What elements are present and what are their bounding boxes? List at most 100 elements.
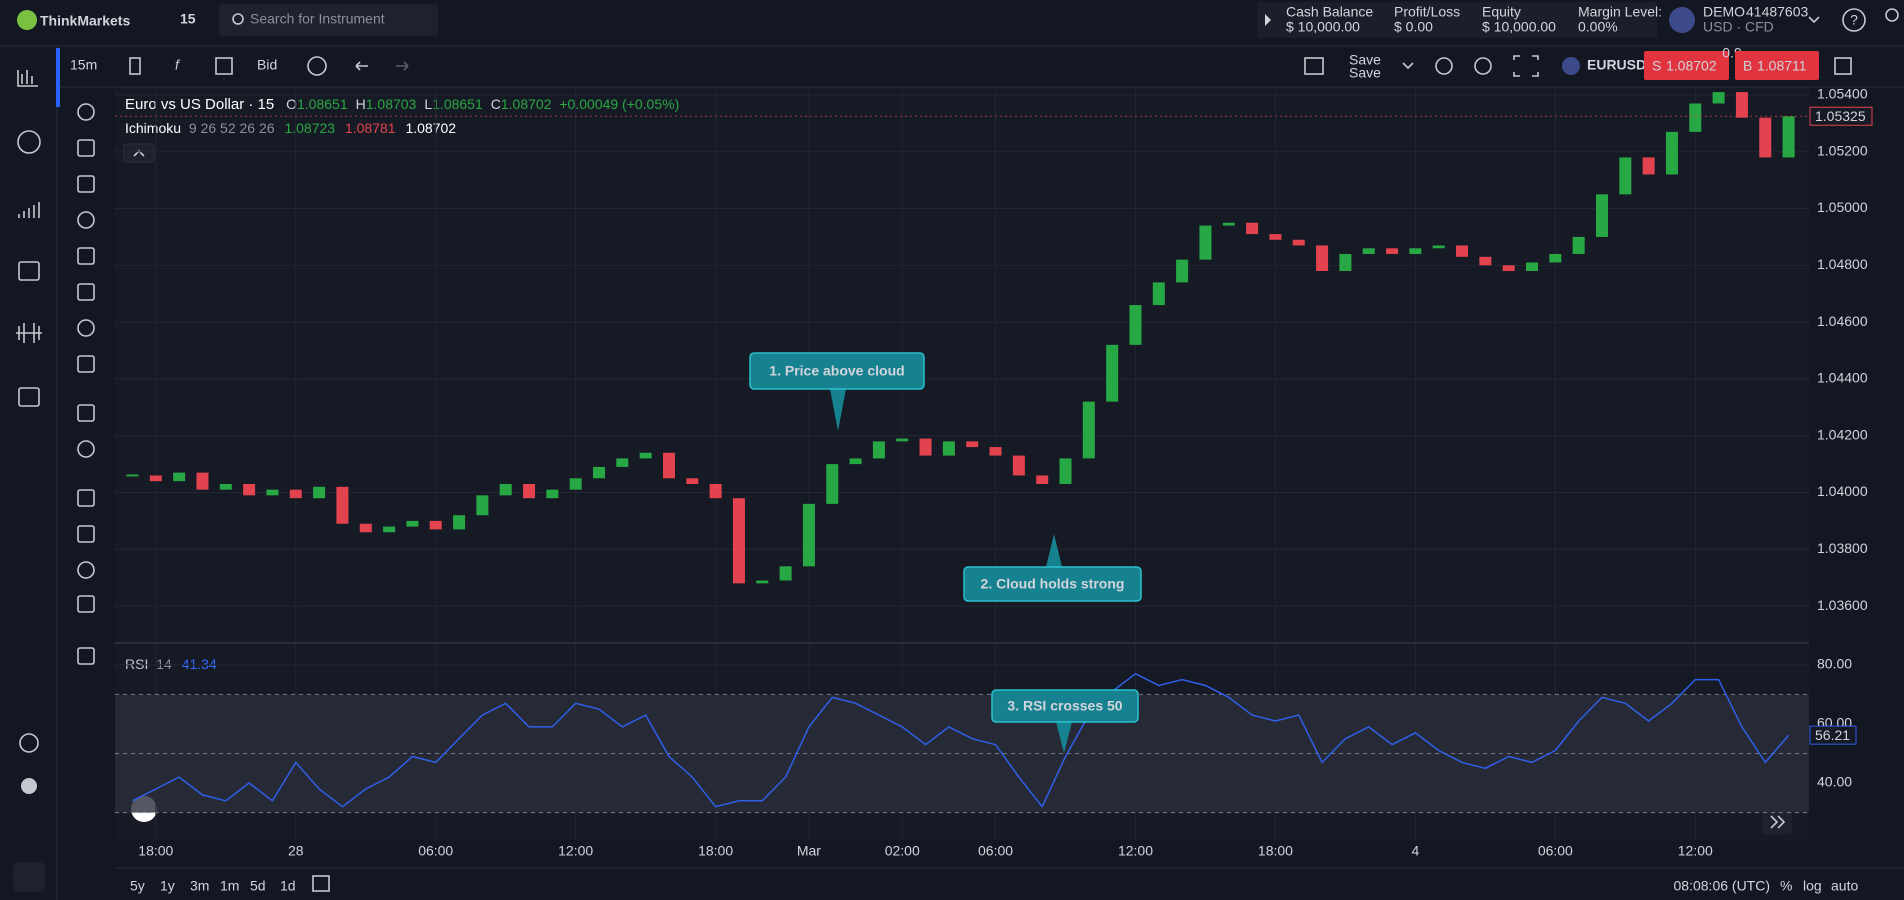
- ohlc-key: H: [356, 96, 366, 112]
- price-type[interactable]: Bid: [257, 57, 277, 73]
- layouts-icon[interactable]: [215, 57, 233, 75]
- tool-icon[interactable]: [77, 647, 95, 665]
- candle: [639, 452, 652, 459]
- range-button[interactable]: 5d: [250, 878, 266, 894]
- interval[interactable]: 15m: [70, 57, 97, 73]
- search-placeholder[interactable]: Search for Instrument: [250, 11, 385, 27]
- add-icon[interactable]: [307, 56, 327, 76]
- candle: [406, 520, 419, 527]
- hide-nav[interactable]: [19, 733, 39, 753]
- tool-icon[interactable]: [77, 211, 95, 229]
- save[interactable]: Save: [1349, 52, 1381, 68]
- change: +0.00049 (+0.05%): [559, 96, 679, 112]
- expand-icon[interactable]: [1513, 55, 1539, 77]
- range-button[interactable]: 1m: [220, 878, 239, 894]
- tool-icon[interactable]: [77, 247, 95, 265]
- settings-icon[interactable]: [1474, 57, 1492, 75]
- chart-type-icon[interactable]: [129, 57, 141, 75]
- expand-icon[interactable]: [1265, 14, 1271, 26]
- tool-icon[interactable]: [77, 139, 95, 157]
- buy-price[interactable]: 1.08711: [1757, 58, 1807, 74]
- candle: [453, 515, 466, 530]
- chevron[interactable]: [1808, 16, 1820, 24]
- chat-button[interactable]: [13, 862, 45, 892]
- tool-icon[interactable]: [77, 561, 95, 579]
- candle: [336, 486, 349, 524]
- rsi-band: [115, 694, 1809, 813]
- undo-icon[interactable]: [355, 61, 368, 71]
- markets-nav[interactable]: [17, 130, 41, 154]
- callout-pointer: [1056, 722, 1072, 753]
- tool-icon[interactable]: [77, 404, 95, 422]
- account-label: Equity: [1482, 4, 1521, 20]
- y-tick-label: 1.03600: [1817, 597, 1868, 613]
- tool-icon[interactable]: [77, 283, 95, 301]
- tool-icon[interactable]: [77, 595, 95, 613]
- candle: [942, 441, 955, 456]
- range-button[interactable]: 1d: [280, 878, 296, 894]
- sell-button[interactable]: [1644, 51, 1729, 80]
- redo-icon[interactable]: [396, 61, 409, 71]
- candle: [383, 526, 396, 533]
- buy-label[interactable]: B: [1743, 58, 1752, 74]
- user-icon[interactable]: [1885, 8, 1899, 22]
- media-nav[interactable]: [18, 387, 40, 407]
- search-box[interactable]: [219, 4, 438, 36]
- tool-icon[interactable]: [77, 525, 95, 543]
- candle: [919, 438, 932, 456]
- candle: [1362, 248, 1375, 254]
- tools-nav[interactable]: [16, 323, 42, 343]
- help-mark: ?: [1850, 12, 1858, 28]
- fullscreen-box[interactable]: [1304, 57, 1324, 75]
- x-tick-label: 06:00: [418, 843, 453, 859]
- sell-label[interactable]: S: [1652, 58, 1661, 74]
- date-range-icon[interactable]: [312, 875, 330, 892]
- collapse-button[interactable]: [123, 143, 155, 163]
- symbol-title: Euro vs US Dollar · 15: [125, 96, 274, 113]
- tool-icon[interactable]: [77, 355, 95, 373]
- ohlc-value: 1.08651: [297, 96, 348, 112]
- help-icon[interactable]: [1842, 8, 1866, 32]
- y-tick-label: 1.04400: [1817, 370, 1868, 386]
- y-tick-label: 1.05400: [1817, 86, 1868, 102]
- account-type: USD · CFD: [1703, 19, 1774, 35]
- candle: [219, 483, 232, 490]
- account-mode[interactable]: DEMO: [1703, 4, 1745, 20]
- range-button[interactable]: 3m: [190, 878, 209, 894]
- chevron[interactable]: [1402, 62, 1414, 70]
- tool-icon[interactable]: [77, 489, 95, 507]
- brand[interactable]: ThinkMarkets: [40, 13, 130, 29]
- account-number[interactable]: 41487603: [1746, 4, 1809, 20]
- symbol[interactable]: EURUSD: [1587, 57, 1646, 73]
- rsi-param: 14: [156, 656, 172, 672]
- candle: [1759, 117, 1772, 158]
- theme-toggle[interactable]: [21, 778, 37, 794]
- sell-price[interactable]: 1.08702: [1666, 58, 1717, 74]
- scale-option[interactable]: auto: [1831, 878, 1858, 894]
- buy-button[interactable]: [1735, 51, 1819, 80]
- calendar-nav[interactable]: [18, 261, 40, 281]
- ohlc-value: 1.08703: [366, 96, 417, 112]
- x-tick-label: Mar: [797, 843, 821, 859]
- tool-icon[interactable]: [77, 319, 95, 337]
- indicators-icon[interactable]: f: [175, 57, 181, 73]
- x-tick-label: 12:00: [1118, 843, 1153, 859]
- account-value: $ 0.00: [1394, 19, 1433, 35]
- ohlc: O1.08651 H1.08703 L1.08651 C1.08702: [286, 96, 552, 112]
- range-button[interactable]: 1y: [160, 878, 175, 894]
- callout-box: [991, 689, 1139, 723]
- callout: 3. RSI crosses 50: [991, 689, 1139, 753]
- tool-icon[interactable]: [77, 440, 95, 458]
- tool-icon[interactable]: [77, 175, 95, 193]
- scale-option[interactable]: log: [1803, 878, 1822, 894]
- chart-nav[interactable]: [17, 70, 38, 87]
- candle: [802, 503, 815, 567]
- range-button[interactable]: 5y: [130, 878, 145, 894]
- tool-icon[interactable]: [77, 103, 95, 121]
- popout-icon[interactable]: [1834, 57, 1852, 75]
- alert-icon[interactable]: [1435, 57, 1453, 75]
- scale-option[interactable]: %: [1780, 878, 1792, 894]
- stats-nav[interactable]: [18, 202, 40, 218]
- logo[interactable]: [17, 10, 37, 30]
